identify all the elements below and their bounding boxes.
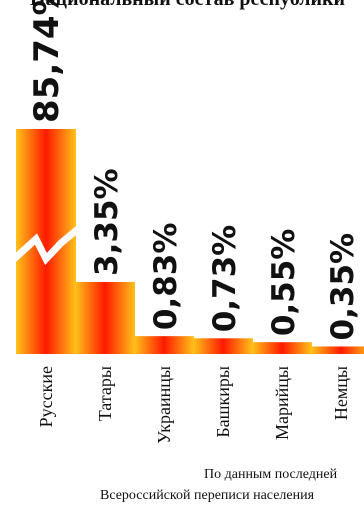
chart-title: Национальный состав республики	[30, 0, 364, 11]
value-label-1: 3,35%	[89, 168, 125, 276]
value-labels-group: 85,74% 3,35% 0,83% 0,73% 0,55% 0,35%	[27, 0, 361, 340]
source-note: По данным последней Всероссийской перепи…	[100, 464, 364, 506]
bar-chart: 85,74% 3,35% 0,83% 0,73% 0,55% 0,35% Русские Т…	[11, 0, 364, 444]
value-label-4: 0,55%	[266, 229, 302, 337]
bar-3	[193, 338, 253, 354]
category-label-4: Марийцы	[272, 366, 292, 440]
category-label-0: Русские	[36, 366, 56, 427]
bar-4	[252, 342, 312, 354]
category-label-1: Татары	[95, 366, 115, 421]
bar-1	[75, 281, 135, 354]
bar-2	[134, 336, 194, 354]
source-line-2: Всероссийской переписи населения	[100, 488, 315, 503]
source-line-1: По данным последней	[204, 467, 338, 482]
category-label-3: Башкиры	[213, 366, 233, 438]
axis-break-mark	[11, 226, 81, 266]
bar-5	[311, 346, 364, 354]
category-labels-group: Русские Татары Украинцы Башкиры Марийцы Немцы	[36, 366, 351, 444]
value-label-5: 0,35%	[325, 233, 361, 341]
value-label-2: 0,83%	[148, 223, 184, 331]
value-label-3: 0,73%	[207, 225, 243, 333]
category-label-5: Немцы	[331, 366, 351, 420]
value-label-0: 85,74%	[27, 0, 67, 123]
bars-group	[11, 129, 364, 354]
category-label-2: Украинцы	[154, 366, 174, 444]
